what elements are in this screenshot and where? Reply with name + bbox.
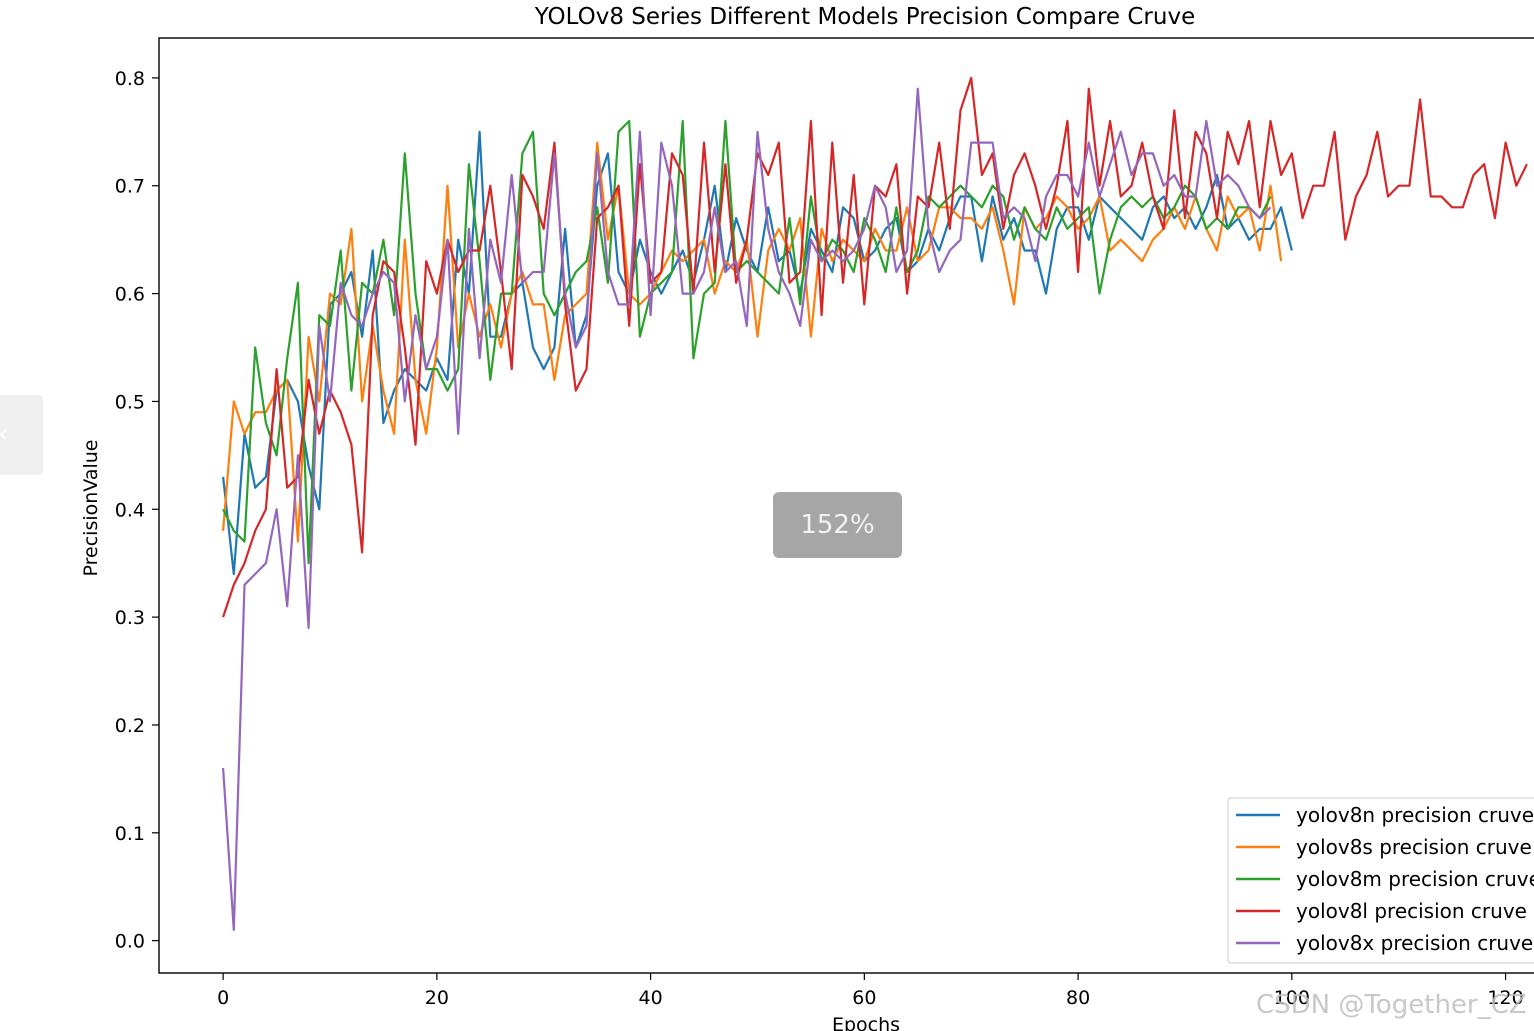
y-tick-label: 0.4 xyxy=(115,499,145,521)
chart-title: YOLOv8 Series Different Models Precision… xyxy=(534,4,1195,30)
x-tick-label: 20 xyxy=(425,987,449,1009)
chevron-left-icon: ‹ xyxy=(0,419,8,449)
series-lines xyxy=(222,76,1528,932)
series-line-2 xyxy=(222,119,1272,565)
y-tick-label: 0.2 xyxy=(115,715,145,737)
legend-frame xyxy=(1227,797,1534,964)
plot-frame xyxy=(158,37,1534,974)
legend-label: yolov8n precision cruve xyxy=(1296,803,1534,827)
y-tick-label: 0.3 xyxy=(115,607,145,629)
legend-label: yolov8m precision cruve xyxy=(1296,867,1534,891)
legend-label: yolov8l precision cruve xyxy=(1296,899,1527,923)
y-tick-label: 0.6 xyxy=(115,284,145,306)
x-tick-label: 120 xyxy=(1487,987,1523,1009)
previous-image-button[interactable]: ‹ xyxy=(0,395,43,475)
legend-label: yolov8s precision cruve xyxy=(1296,835,1532,859)
legend-label: yolov8x precision cruve xyxy=(1296,931,1533,955)
chart-legend: yolov8n precision cruve yolov8s precision… xyxy=(1227,797,1534,964)
x-tick-label: 100 xyxy=(1274,987,1310,1009)
y-tick-label: 0.7 xyxy=(115,176,145,198)
y-tick-label: 0.1 xyxy=(115,823,145,845)
x-axis-label: Epochs xyxy=(832,1014,900,1031)
y-tick-label: 0.5 xyxy=(115,391,145,413)
series-line-0 xyxy=(222,130,1293,576)
watermark-text: CSDN @Together_CZ xyxy=(1256,990,1527,1020)
x-tick-label: 60 xyxy=(852,987,876,1009)
zoom-level-badge: 152% xyxy=(773,492,902,558)
x-tick-label: 40 xyxy=(639,987,663,1009)
series-line-4 xyxy=(222,87,1272,932)
y-tick-label: 0.8 xyxy=(115,68,145,90)
x-tick-label: 0 xyxy=(217,987,229,1009)
axis-ticks: 0 20 40 60 80 100 120 0.0 0.1 0.2 0.3 0.4 0.5 0.6 0.7 0… xyxy=(115,68,1524,1009)
y-tick-label: 0.0 xyxy=(115,931,145,953)
x-tick-label: 80 xyxy=(1066,987,1090,1009)
y-axis-label: PrecisionValue xyxy=(80,440,102,577)
